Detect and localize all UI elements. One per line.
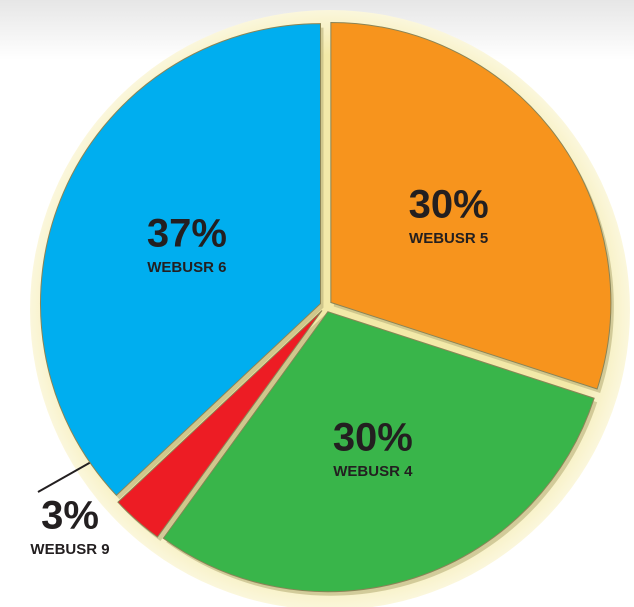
category-label: WEBUSR 9 — [30, 541, 109, 558]
pie-slice — [330, 21, 612, 390]
value-label: 37% — [147, 211, 227, 255]
category-label: WEBUSR 6 — [147, 259, 226, 276]
pie-slice — [40, 23, 321, 496]
category-label: WEBUSR 5 — [409, 230, 488, 247]
value-label: 30% — [409, 182, 489, 226]
category-label: WEBUSR 4 — [333, 463, 413, 480]
pie-slice — [117, 310, 323, 538]
value-label: 3% — [41, 494, 99, 538]
value-label: 30% — [333, 416, 413, 460]
pie-slice — [162, 311, 595, 593]
